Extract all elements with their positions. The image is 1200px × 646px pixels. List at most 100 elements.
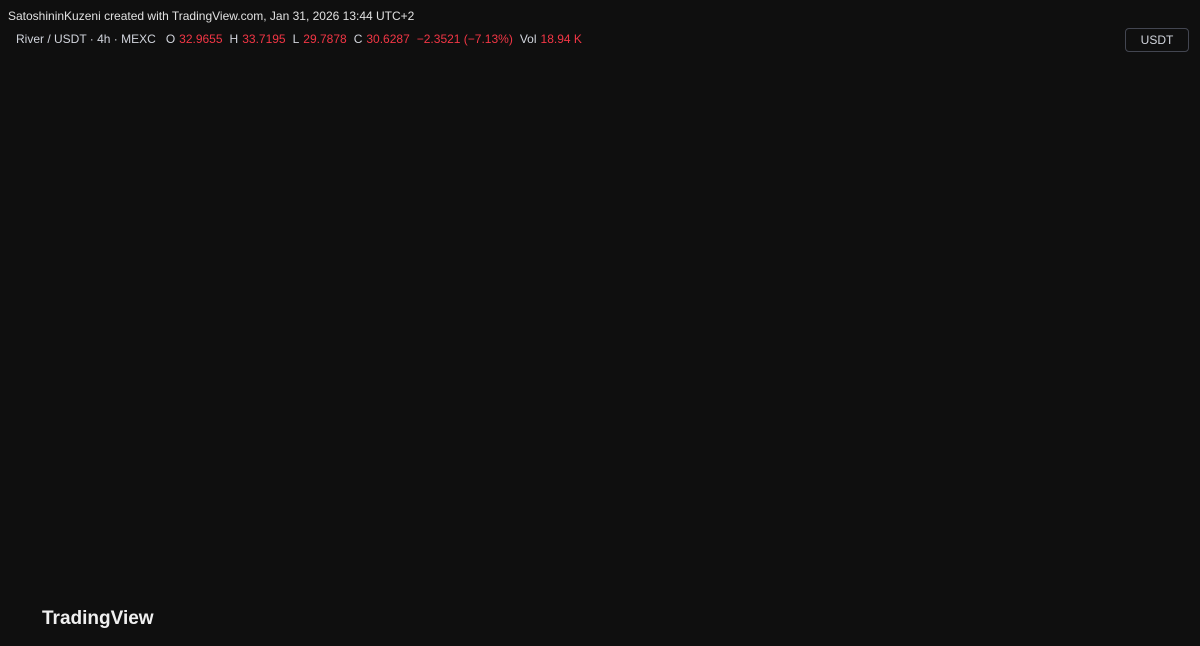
x-tick-label: 10	[416, 572, 430, 586]
candle-body	[730, 190, 736, 243]
countdown: 15:21	[1131, 452, 1161, 466]
candle-body	[800, 131, 806, 243]
candle-body	[280, 529, 286, 540]
candle-body	[840, 399, 846, 432]
alert-icon[interactable]	[841, 548, 859, 566]
candle-body	[690, 359, 696, 400]
candle-body	[780, 164, 786, 204]
y-tick-label: 80.0000	[1131, 117, 1175, 131]
candle-body	[520, 457, 526, 501]
candle-body	[770, 131, 776, 204]
last-price-label: 30.6287	[1131, 438, 1175, 452]
x-tick-label: 19	[596, 572, 610, 586]
candle-body	[850, 431, 856, 448]
x-tick-label: 2026	[230, 572, 257, 586]
last-price-tag	[1124, 438, 1188, 469]
x-tick-label: 22	[36, 572, 50, 586]
candle-body	[750, 86, 756, 145]
y-tick-label: 45.0000	[1131, 346, 1175, 360]
candle-body	[590, 516, 596, 530]
plot-layer: 15.0000 20.0000 25.0000 30.0000 35.0000 40.00…	[10, 28, 1175, 586]
candle-body	[580, 503, 586, 517]
plot-background	[10, 28, 1120, 590]
candle-body	[830, 333, 836, 400]
candle-body	[720, 242, 726, 289]
candle-body	[500, 506, 506, 514]
level-label: WO	[995, 185, 1011, 195]
drawing-arrowhead	[865, 405, 890, 421]
candle-body	[710, 288, 716, 341]
candle-body	[440, 545, 446, 553]
candle-body	[290, 539, 296, 550]
candle-body	[300, 549, 306, 556]
logo-mark	[15, 611, 19, 625]
y-tick-label: 85.0000	[1131, 85, 1175, 99]
y-tick-label: 25.0000	[1131, 476, 1175, 490]
candle-body	[810, 131, 816, 289]
y-tick-label: 30.0000	[1131, 443, 1175, 457]
candle-body	[660, 333, 666, 380]
x-tick-label: 25	[96, 572, 110, 586]
candle-body	[380, 526, 386, 530]
candle-body	[680, 268, 686, 360]
y-tick-label: 70.0000	[1131, 183, 1175, 197]
brand: TradingView	[42, 608, 154, 629]
candle-body	[390, 529, 396, 533]
x-tick-label: 25	[716, 572, 730, 586]
y-tick-label: 65.0000	[1131, 215, 1175, 229]
candle-body	[260, 542, 266, 553]
x-tick-label: 28	[776, 572, 790, 586]
candle-body	[490, 513, 496, 523]
x-tick-label: 7	[980, 572, 987, 586]
candle-body	[540, 425, 546, 497]
ohlc-label: L	[292, 32, 300, 46]
candle-body	[330, 529, 336, 553]
y-tick-label: 15.0000	[1131, 541, 1175, 555]
legend: River / USDT · 4h · MEXC O 32.9655 H 33.71…	[16, 32, 585, 46]
candle-body	[790, 164, 796, 243]
volume: 18.94 K	[540, 32, 582, 46]
candle-body	[420, 542, 426, 559]
y-tick-label: 90.0000	[1131, 52, 1175, 66]
candle-body	[740, 144, 746, 191]
candle-body	[650, 379, 656, 419]
y-tick-label: 75.0000	[1131, 150, 1175, 164]
candle-body	[820, 288, 826, 334]
x-tick-label: 4	[300, 572, 307, 586]
x-tick-label: 13	[1096, 572, 1110, 586]
candle-body	[310, 555, 316, 559]
demand-zone	[614, 442, 919, 462]
candle-body	[550, 425, 556, 478]
candle-body	[760, 86, 766, 132]
candle-body	[610, 470, 616, 484]
y-tick-label: 35.0000	[1131, 411, 1175, 425]
candle-body	[570, 483, 576, 504]
x-tick-label: 13	[476, 572, 490, 586]
candle-body	[460, 535, 466, 540]
candle-body	[530, 457, 536, 497]
candle-body	[470, 529, 476, 536]
candle-body	[350, 490, 356, 510]
candle-body	[370, 516, 376, 527]
ohlc-value: 29.7878	[303, 32, 347, 46]
ohlc-label: H	[229, 32, 239, 46]
x-tick-label: 7	[360, 572, 367, 586]
y-tick-label: 50.0000	[1131, 313, 1175, 327]
candle-body	[560, 477, 566, 484]
candle-body	[510, 500, 516, 507]
ohlc-value: 32.9655	[179, 32, 223, 46]
level-label: PWH	[995, 120, 1016, 130]
logo-mark	[11, 611, 22, 616]
candle-body	[430, 552, 436, 559]
candle-body	[340, 509, 346, 530]
candle-body	[240, 562, 246, 566]
candle-body	[250, 552, 256, 563]
symbol: River / USDT · 4h · MEXC	[16, 32, 156, 46]
x-tick-label: 10	[1036, 572, 1050, 586]
candle-body	[700, 340, 706, 400]
currency-button[interactable]: USDT	[1125, 28, 1189, 52]
candle-body	[670, 268, 676, 334]
candle-body	[480, 522, 486, 530]
change: −2.3521 (−7.13%)	[416, 32, 513, 46]
